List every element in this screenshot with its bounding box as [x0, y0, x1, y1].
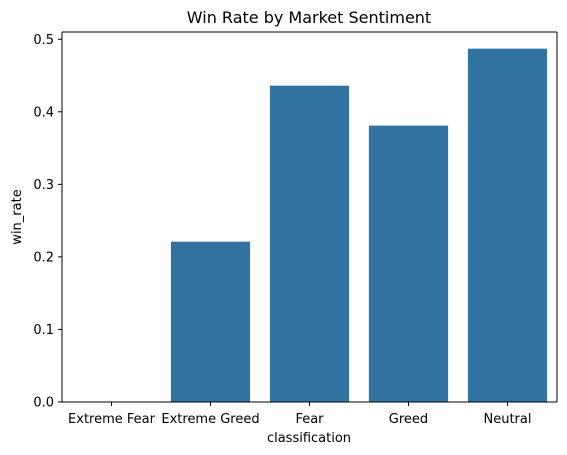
y-tick-label: 0.2 — [33, 250, 54, 265]
plot-area: 0.0 0.1 0.2 0.3 0.4 0.5 Extreme Fear Extreme G… — [33, 31, 558, 427]
bar-extreme-greed — [170, 241, 251, 402]
x-tick-label: Neutral — [484, 412, 532, 427]
bar-fear — [269, 85, 350, 402]
y-tick-label: 0.4 — [33, 105, 54, 120]
y-tick-label: 0.3 — [33, 178, 54, 193]
x-tick-label: Extreme Fear — [68, 412, 156, 427]
chart-title: Win Rate by Market Sentiment — [187, 8, 431, 27]
bar-greed — [368, 125, 449, 402]
bars-group — [170, 48, 548, 402]
y-tick-label: 0.0 — [33, 396, 54, 411]
x-tick-label: Greed — [389, 412, 428, 427]
x-tick-label: Fear — [295, 412, 324, 427]
x-axis-label: classification — [267, 431, 351, 446]
x-axis-ticks: Extreme Fear Extreme Greed Fear Greed Neutra… — [68, 402, 531, 427]
y-axis-ticks: 0.0 0.1 0.2 0.3 0.4 0.5 — [33, 33, 62, 411]
x-tick-label: Extreme Greed — [161, 412, 259, 427]
y-tick-label: 0.1 — [33, 323, 54, 338]
bar-neutral — [467, 48, 548, 402]
y-axis-label: win_rate — [10, 189, 25, 244]
y-tick-label: 0.5 — [33, 33, 54, 48]
